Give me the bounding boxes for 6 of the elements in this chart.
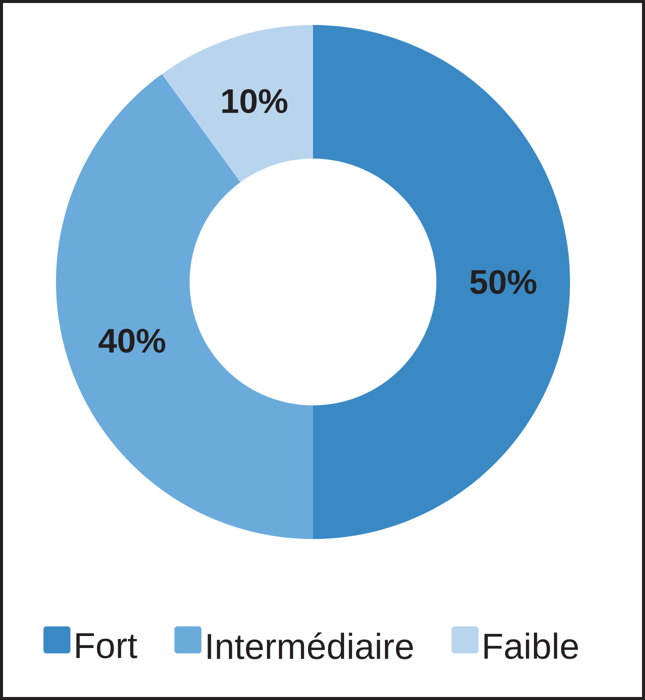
data-label: 10% — [222, 89, 288, 114]
legend-label: Intermédiaire — [208, 632, 413, 660]
legend-label: Fort — [76, 633, 138, 658]
data-label: 40% — [98, 328, 166, 353]
data-label: 50% — [470, 270, 536, 294]
legend-label: Faible — [484, 632, 578, 660]
